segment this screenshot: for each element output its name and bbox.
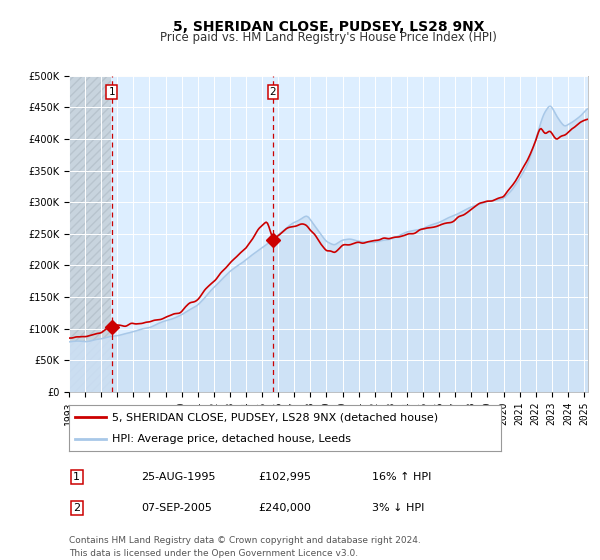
Text: 16% ↑ HPI: 16% ↑ HPI [372, 472, 431, 482]
Text: 5, SHERIDAN CLOSE, PUDSEY, LS28 9NX: 5, SHERIDAN CLOSE, PUDSEY, LS28 9NX [173, 20, 485, 34]
Text: 1: 1 [73, 472, 80, 482]
Text: 5, SHERIDAN CLOSE, PUDSEY, LS28 9NX (detached house): 5, SHERIDAN CLOSE, PUDSEY, LS28 9NX (det… [112, 412, 439, 422]
Text: Contains HM Land Registry data © Crown copyright and database right 2024.
This d: Contains HM Land Registry data © Crown c… [69, 536, 421, 558]
Text: Price paid vs. HM Land Registry's House Price Index (HPI): Price paid vs. HM Land Registry's House … [160, 31, 497, 44]
Text: HPI: Average price, detached house, Leeds: HPI: Average price, detached house, Leed… [112, 435, 351, 444]
Text: 1: 1 [109, 87, 115, 97]
Text: 07-SEP-2005: 07-SEP-2005 [141, 503, 212, 513]
Text: 25-AUG-1995: 25-AUG-1995 [141, 472, 215, 482]
Text: 2: 2 [270, 87, 277, 97]
Text: 3% ↓ HPI: 3% ↓ HPI [372, 503, 424, 513]
Text: 2: 2 [73, 503, 80, 513]
Text: £240,000: £240,000 [258, 503, 311, 513]
Text: £102,995: £102,995 [258, 472, 311, 482]
